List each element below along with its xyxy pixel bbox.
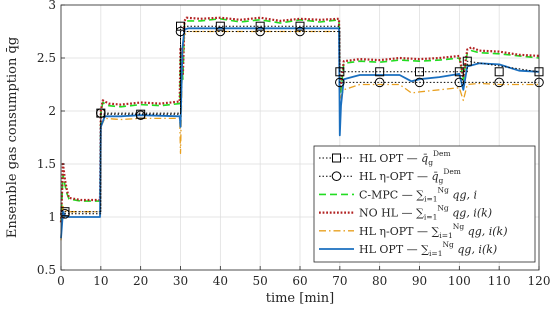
legend-entry-label: HL OPT — ∑i=1Ng qg, i(k) (359, 240, 497, 258)
circle-marker (215, 26, 226, 37)
square-marker (462, 56, 472, 66)
square-marker (415, 67, 424, 77)
square-marker (494, 67, 504, 77)
circle-marker (335, 77, 345, 88)
y-axis-ticks: 0.5 1 1.5 2 2.5 3 (37, 0, 65, 277)
x-tick-label: 60 (292, 274, 307, 288)
x-tick-label: 100 (448, 274, 471, 288)
circle-marker (414, 77, 425, 88)
circle-marker (255, 26, 265, 37)
circle-marker (175, 26, 186, 37)
x-axis-label: time [min] (266, 291, 335, 306)
y-axis-label: Ensemble gas consumption q̄g (5, 37, 20, 238)
x-tick-label: 120 (528, 274, 551, 288)
legend-entry-label: HL η-OPT — q̄gDem (359, 167, 461, 185)
square-marker (454, 67, 464, 77)
x-tick-label: 40 (213, 274, 228, 288)
x-tick-label: 0 (57, 274, 65, 288)
legend-square-marker (332, 153, 341, 163)
x-tick-label: 110 (488, 274, 511, 288)
y-tick-label: 2 (48, 104, 56, 118)
square-marker (335, 67, 345, 77)
y-tick-label: 0.5 (37, 263, 56, 277)
y-tick-label: 1 (48, 210, 56, 224)
square-marker (375, 67, 385, 77)
x-axis-ticks: 0 10 20 30 40 50 60 70 80 90 100 110 120 (57, 266, 550, 288)
circle-marker (494, 77, 504, 88)
square-marker (295, 21, 305, 31)
plot-area (59, 16, 544, 241)
y-tick-label: 2.5 (37, 51, 56, 65)
x-tick-label: 50 (253, 274, 268, 288)
x-tick-label: 30 (173, 274, 188, 288)
x-tick-label: 80 (372, 274, 387, 288)
x-tick-label: 90 (412, 274, 427, 288)
square-marker (215, 21, 225, 31)
legend-box (313, 145, 536, 263)
square-marker (255, 21, 265, 31)
circle-marker (295, 26, 305, 37)
legend-entry-label: C-MPC — ∑i=1Ng qg, i (359, 185, 477, 203)
x-tick-label: 20 (133, 274, 148, 288)
legend-circle-marker (331, 171, 342, 181)
legend-entry-label: NO HL — ∑i=1Ng qg, i(k) (359, 204, 492, 222)
x-tick-label: 70 (332, 274, 347, 288)
y-tick-label: 3 (48, 0, 56, 12)
circle-marker (454, 77, 465, 88)
x-tick-label: 10 (93, 274, 108, 288)
y-tick-label: 1.5 (37, 157, 56, 171)
legend-entry-label: HL η-OPT — ∑i=1Ng qg, i(k) (359, 222, 508, 240)
circle-marker (135, 110, 146, 121)
legend-entry-label: HL OPT — q̄gDem (359, 149, 451, 167)
circle-marker (96, 108, 106, 118)
square-marker (176, 21, 185, 31)
circle-marker (374, 77, 385, 88)
